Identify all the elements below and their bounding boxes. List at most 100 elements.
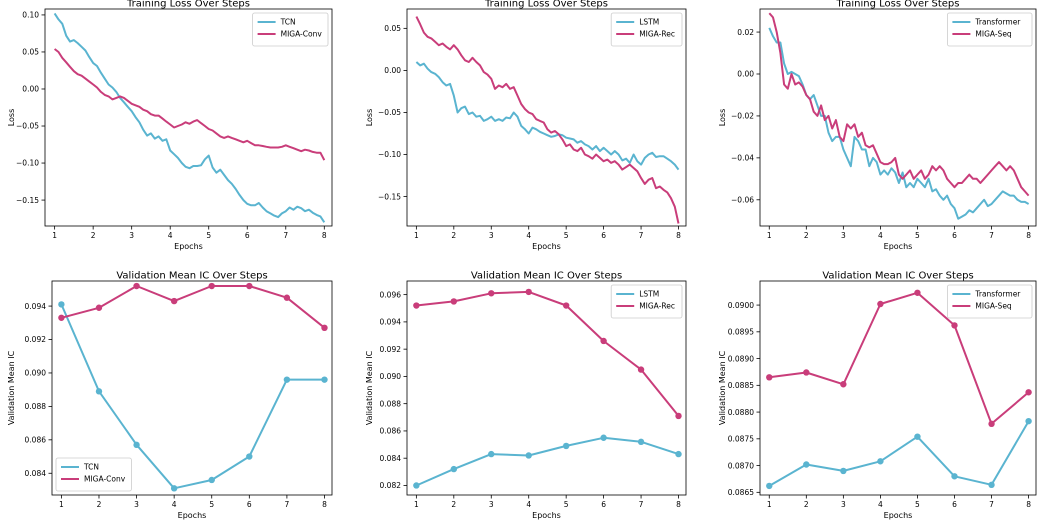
y-tick-label: −0.15 — [16, 196, 39, 205]
data-point-miga-rec — [600, 337, 607, 345]
data-point-transformer — [803, 461, 810, 468]
x-tick-label: 1 — [59, 500, 64, 509]
legend-label: MIGA-Conv — [281, 30, 323, 39]
x-tick-label: 4 — [172, 500, 177, 509]
axes-frame — [406, 280, 687, 496]
data-point-miga-conv — [58, 314, 65, 321]
x-axis-label: Epochs — [178, 511, 207, 520]
data-point-miga-seq — [914, 289, 921, 296]
data-point-lstm — [562, 442, 570, 450]
x-axis-label: Epochs — [174, 242, 203, 251]
x-tick-label: 6 — [245, 231, 250, 240]
x-tick-label: 3 — [134, 500, 139, 509]
data-point-miga-seq — [988, 420, 995, 428]
y-tick-label: −0.15 — [378, 192, 401, 201]
data-point-transformer — [914, 433, 921, 440]
data-point-transformer — [877, 458, 884, 465]
y-tick-label: 0.05 — [22, 48, 39, 57]
x-tick-label: 1 — [767, 500, 772, 509]
x-tick-label: 4 — [878, 500, 883, 509]
plot-title: Validation Mean IC Over Steps — [471, 271, 622, 282]
x-tick-label: 7 — [989, 231, 994, 240]
legend: LSTM MIGA-Rec — [610, 12, 683, 47]
legend-label: Transformer — [974, 290, 1021, 299]
y-tick-label: −0.05 — [16, 122, 39, 131]
x-tick-label: 1 — [414, 231, 419, 240]
data-point-miga-rec — [525, 288, 532, 296]
plot-title: Training Loss Over Steps — [126, 0, 250, 10]
plot-title: Validation Mean IC Over Steps — [822, 271, 973, 282]
data-point-tcn — [170, 485, 178, 492]
data-point-tcn — [321, 376, 328, 383]
x-tick-label: 4 — [168, 231, 173, 240]
data-point-transformer — [951, 473, 958, 480]
x-tick-label: 8 — [322, 231, 327, 240]
data-point-miga-conv — [283, 294, 291, 301]
data-point-tcn — [58, 301, 65, 308]
y-tick-label: −0.04 — [731, 154, 754, 163]
legend-label: MIGA-Rec — [639, 302, 675, 311]
series-line-transformer — [768, 420, 1030, 487]
y-tick-label: −0.05 — [378, 108, 401, 117]
y-axis-label: Loss — [718, 109, 727, 127]
data-point-lstm — [675, 450, 682, 458]
axes-frame — [759, 280, 1037, 496]
x-tick-label: 8 — [322, 500, 327, 509]
data-point-lstm — [637, 438, 645, 446]
y-tick-label: 0.10 — [22, 11, 39, 20]
y-tick-label: 0.082 — [380, 481, 402, 490]
x-axis-label: Epochs — [532, 511, 561, 520]
x-tick-label: 7 — [639, 231, 644, 240]
data-point-miga-seq — [1025, 389, 1032, 396]
y-tick-label: 0.096 — [380, 290, 402, 299]
x-tick-label: 5 — [915, 231, 920, 240]
x-tick-label: 7 — [989, 500, 994, 509]
legend-label: Transformer — [974, 18, 1021, 27]
x-tick-label: 2 — [451, 231, 456, 240]
data-point-miga-rec — [450, 298, 458, 305]
y-tick-label: 0.086 — [380, 427, 402, 436]
data-point-tcn — [283, 376, 291, 383]
data-point-tcn — [208, 476, 215, 484]
x-tick-label: 7 — [285, 500, 290, 509]
x-tick-label: 3 — [841, 231, 846, 240]
plot-title: Training Loss Over Steps — [484, 0, 608, 10]
y-tick-label: 0.00 — [384, 66, 401, 75]
legend-label: MIGA-Conv — [84, 475, 126, 484]
panel-2: Training Loss Over Steps 1 2 3 4 5 6 7 8 −0.15 −0.… — [365, 0, 687, 251]
data-point-miga-rec — [675, 412, 682, 420]
x-tick-label: 6 — [952, 500, 957, 509]
data-point-miga-conv — [133, 282, 140, 290]
axes-frame — [406, 8, 687, 227]
series-line-tcn — [60, 304, 325, 490]
data-point-miga-seq — [803, 369, 810, 376]
y-tick-label: 0.0885 — [728, 381, 754, 390]
y-tick-label: 0.0895 — [728, 328, 754, 337]
x-tick-label: 4 — [526, 500, 531, 509]
y-tick-label: 0.05 — [384, 24, 401, 33]
data-point-lstm — [450, 465, 458, 473]
y-tick-label: −0.06 — [731, 195, 754, 204]
legend: TCN MIGA-Conv — [252, 12, 329, 47]
series-line-miga-seq — [769, 291, 1030, 425]
data-point-transformer — [840, 467, 847, 475]
y-axis-label: Loss — [365, 109, 374, 127]
series-line-lstm — [415, 61, 680, 171]
legend-label: TCN — [280, 18, 296, 27]
y-tick-label: 0.0880 — [728, 408, 754, 417]
x-tick-label: 6 — [601, 500, 606, 509]
series-line-miga-conv — [53, 48, 326, 161]
legend-label: MIGA-Seq — [975, 302, 1012, 311]
y-axis-label: Validation Mean IC — [7, 350, 16, 425]
x-axis-label: Epochs — [532, 242, 561, 251]
panel-4: Validation Mean IC Over Steps 1 2 3 4 5 6 7 8 0.0… — [7, 271, 333, 520]
x-tick-label: 1 — [767, 231, 772, 240]
data-point-lstm — [525, 452, 532, 459]
x-tick-label: 1 — [414, 500, 419, 509]
x-tick-label: 8 — [1026, 231, 1031, 240]
x-tick-label: 5 — [209, 500, 214, 509]
series-line-miga-seq — [768, 12, 1030, 197]
y-tick-label: −0.10 — [378, 150, 401, 159]
